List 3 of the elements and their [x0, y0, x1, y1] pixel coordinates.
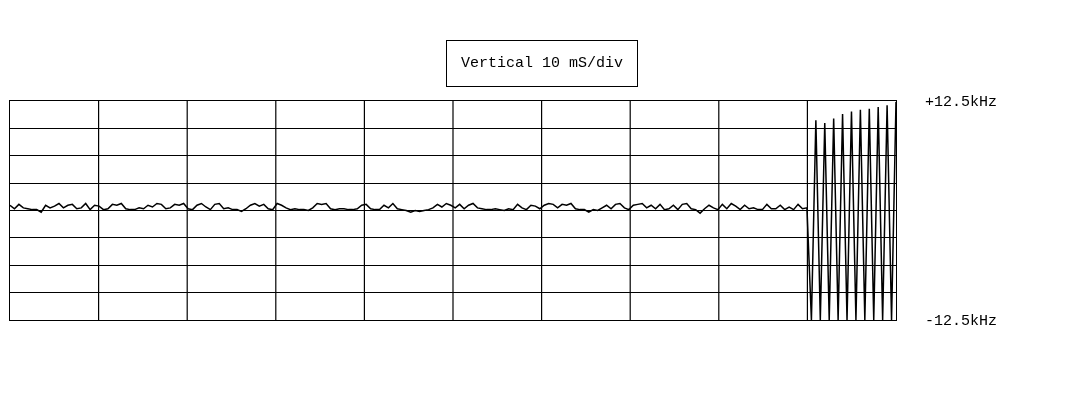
y-tick-label: +12.5kHz	[925, 94, 998, 112]
chart-title: Vertical 10 mS/div	[461, 55, 624, 72]
y-tick-label: -12.5kHz	[925, 313, 998, 331]
